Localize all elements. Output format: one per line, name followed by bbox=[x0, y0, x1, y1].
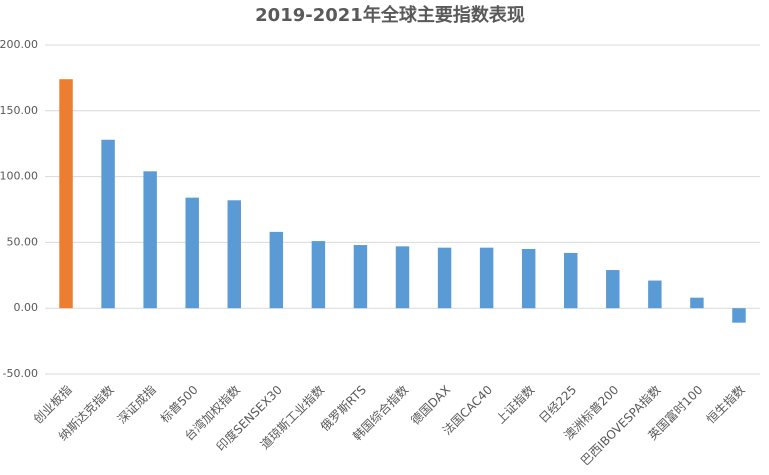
bar bbox=[479, 247, 494, 309]
bar bbox=[606, 270, 620, 309]
bar bbox=[353, 245, 368, 309]
bar bbox=[564, 252, 578, 309]
y-tick-label: 100.00 bbox=[0, 170, 38, 183]
chart-title: 2019-2021年全球主要指数表现 bbox=[255, 4, 525, 26]
bar bbox=[311, 241, 326, 309]
x-tick-label: 创业板指 bbox=[30, 382, 75, 427]
y-tick-label: 200.00 bbox=[0, 38, 38, 51]
bar bbox=[269, 231, 284, 309]
bar bbox=[227, 200, 241, 309]
bar bbox=[185, 197, 199, 309]
bar bbox=[521, 248, 536, 309]
bar bbox=[732, 308, 746, 323]
bar bbox=[437, 247, 452, 309]
x-tick-label: 巴西IBOVESPA指数 bbox=[577, 382, 663, 468]
y-tick-label: 0.00 bbox=[14, 301, 39, 314]
x-tick-label: 恒生指数 bbox=[703, 382, 748, 427]
bar bbox=[395, 246, 410, 309]
x-tick-label: 日经225 bbox=[536, 383, 579, 426]
bar bbox=[59, 79, 73, 309]
y-tick-label: 50.00 bbox=[7, 235, 39, 248]
x-tick-label: 标普500 bbox=[158, 383, 201, 426]
x-tick-label: 上证指数 bbox=[493, 382, 538, 427]
x-tick-label: 深证成指 bbox=[114, 382, 159, 427]
bar bbox=[101, 139, 115, 309]
bar bbox=[690, 297, 704, 309]
bar bbox=[143, 171, 157, 309]
y-tick-label: 150.00 bbox=[0, 104, 38, 117]
y-tick-label: -50.00 bbox=[3, 367, 38, 380]
bar bbox=[648, 280, 662, 309]
